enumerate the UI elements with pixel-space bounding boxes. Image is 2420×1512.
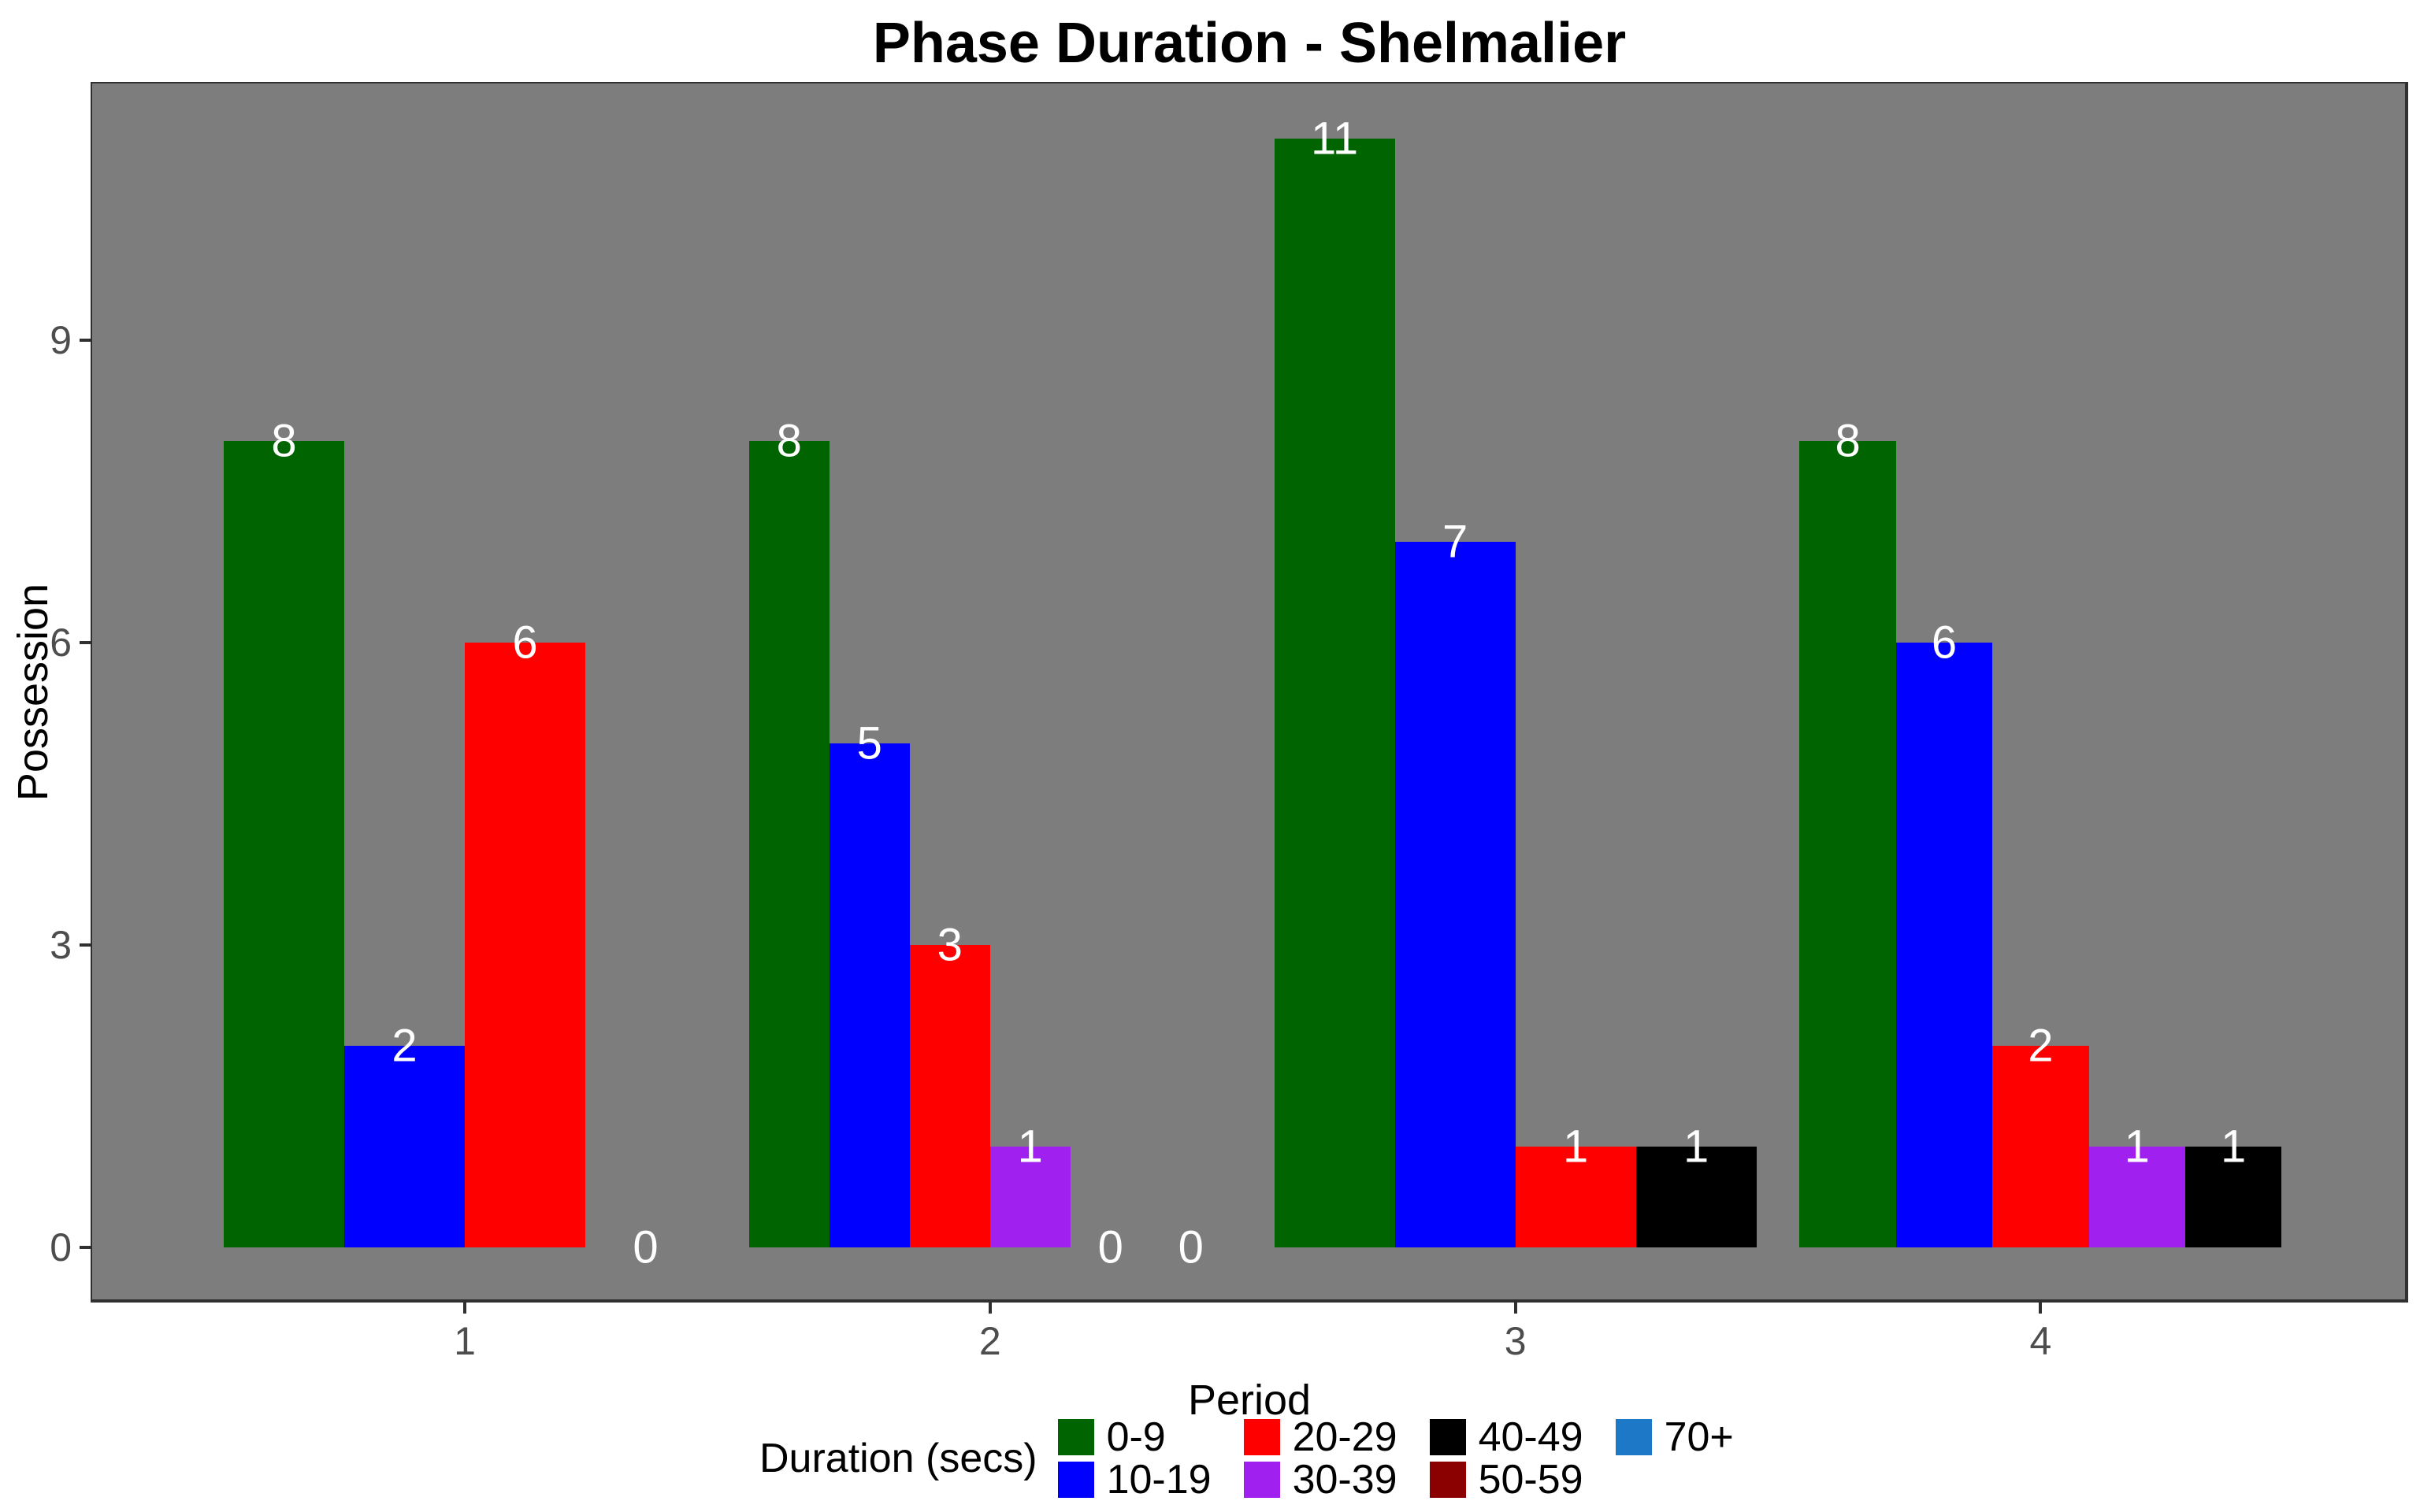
- legend-item-label: 40-49: [1478, 1414, 1583, 1460]
- legend-item-0-9: 0-9: [1057, 1414, 1244, 1460]
- bar-value-label: 1: [2124, 1121, 2150, 1173]
- bar-value-label: 1: [1683, 1121, 1709, 1173]
- x-tick-label: 1: [454, 1319, 476, 1363]
- legend-item-label: 70+: [1664, 1414, 1734, 1460]
- bar-value-label: 1: [1562, 1121, 1589, 1173]
- legend-item-label: 10-19: [1106, 1457, 1212, 1503]
- bar-value-label: 0: [1097, 1221, 1123, 1273]
- legend-item-label: 50-59: [1478, 1457, 1583, 1503]
- plot-panel: 8 2 6 0 8 5 3 1 0 0 11 7 1 1 8 6 2 1 1: [91, 82, 2408, 1303]
- chart-title: Phase Duration - Shelmalier: [872, 12, 1627, 75]
- legend-item-label: 0-9: [1106, 1414, 1166, 1460]
- legend-item-20-29: 20-29: [1243, 1414, 1430, 1460]
- x-tick-label: 4: [2029, 1319, 2052, 1363]
- bar-value-label: 11: [1310, 113, 1359, 165]
- legend-column: 70+: [1615, 1414, 1802, 1498]
- legend-item-label: 30-39: [1292, 1457, 1397, 1503]
- legend-item-10-19: 10-19: [1057, 1457, 1244, 1503]
- x-axis-tick: [1513, 1303, 1517, 1314]
- bar-value-label: 0: [633, 1221, 659, 1273]
- bar-period1-20-29: [465, 643, 585, 1247]
- bar-period2-0-9: [748, 441, 830, 1247]
- bar-value-label: 2: [2028, 1020, 2054, 1072]
- bar-period4-0-9: [1799, 441, 1896, 1247]
- bar-value-label: 6: [512, 617, 538, 669]
- x-axis-tick: [2039, 1303, 2043, 1314]
- legend-swatch: [1429, 1419, 1466, 1455]
- bar-value-label: 5: [856, 717, 882, 769]
- legend-column: 40-49 50-59: [1429, 1414, 1616, 1503]
- x-tick-label: 2: [978, 1319, 1001, 1363]
- legend-item-30-39: 30-39: [1243, 1457, 1430, 1503]
- x-axis-tick: [988, 1303, 992, 1314]
- y-axis-tick: [80, 339, 91, 342]
- y-tick-label: 9: [50, 318, 72, 362]
- bar-period3-0-9: [1274, 139, 1395, 1247]
- legend-swatch: [1057, 1462, 1094, 1498]
- legend-title: Duration (secs): [759, 1436, 1037, 1481]
- legend-column: 20-29 30-39: [1243, 1414, 1430, 1503]
- legend-column: 0-9 10-19: [1057, 1414, 1244, 1503]
- bar-value-label: 8: [271, 415, 297, 467]
- bar-period2-10-19: [829, 743, 910, 1247]
- bar-period4-30-39: [2088, 1147, 2185, 1247]
- bar-period1-10-19: [344, 1046, 465, 1247]
- bar-period2-20-29: [909, 945, 990, 1247]
- legend-item-40-49: 40-49: [1429, 1414, 1616, 1460]
- legend: Duration (secs) 0-9 10-19 20-29 30-39 40-49 5…: [759, 1414, 1802, 1503]
- bar-value-label: 1: [1017, 1121, 1043, 1173]
- legend-swatch: [1429, 1462, 1466, 1498]
- bar-period4-10-19: [1895, 643, 1993, 1247]
- legend-item-label: 20-29: [1292, 1414, 1397, 1460]
- bar-period3-40-49: [1635, 1147, 1757, 1247]
- y-tick-label: 3: [50, 923, 72, 967]
- bar-value-label: 1: [2221, 1121, 2247, 1173]
- bar-value-label: 8: [1835, 415, 1861, 467]
- bar-value-label: 8: [776, 415, 802, 467]
- y-axis-tick: [80, 1246, 91, 1249]
- legend-swatch: [1243, 1462, 1280, 1498]
- bar-value-label: 0: [1178, 1221, 1204, 1273]
- bar-period2-30-39: [989, 1147, 1071, 1247]
- bar-value-label: 2: [392, 1020, 418, 1072]
- x-axis-tick: [463, 1303, 466, 1314]
- bar-period4-20-29: [1992, 1046, 2089, 1247]
- y-axis-title: Possession: [9, 583, 57, 802]
- bar-period1-0-9: [224, 441, 344, 1247]
- x-tick-label: 3: [1504, 1319, 1527, 1363]
- y-axis-tick: [80, 943, 91, 947]
- bar-value-label: 6: [1931, 617, 1958, 669]
- bar-period3-20-29: [1515, 1147, 1636, 1247]
- y-tick-label: 0: [50, 1225, 72, 1269]
- legend-swatch: [1243, 1419, 1280, 1455]
- bar-value-label: 3: [937, 919, 963, 971]
- legend-swatch: [1615, 1419, 1652, 1455]
- y-tick-label: 6: [50, 621, 72, 665]
- bar-value-label: 7: [1442, 516, 1468, 568]
- x-axis-title: Period: [1187, 1377, 1312, 1424]
- bar-period3-10-19: [1394, 542, 1516, 1247]
- legend-swatch: [1057, 1419, 1094, 1455]
- legend-item-50-59: 50-59: [1429, 1457, 1616, 1503]
- y-axis-tick: [80, 641, 91, 644]
- bar-period4-40-49: [2185, 1147, 2282, 1247]
- legend-item-70+: 70+: [1615, 1414, 1802, 1460]
